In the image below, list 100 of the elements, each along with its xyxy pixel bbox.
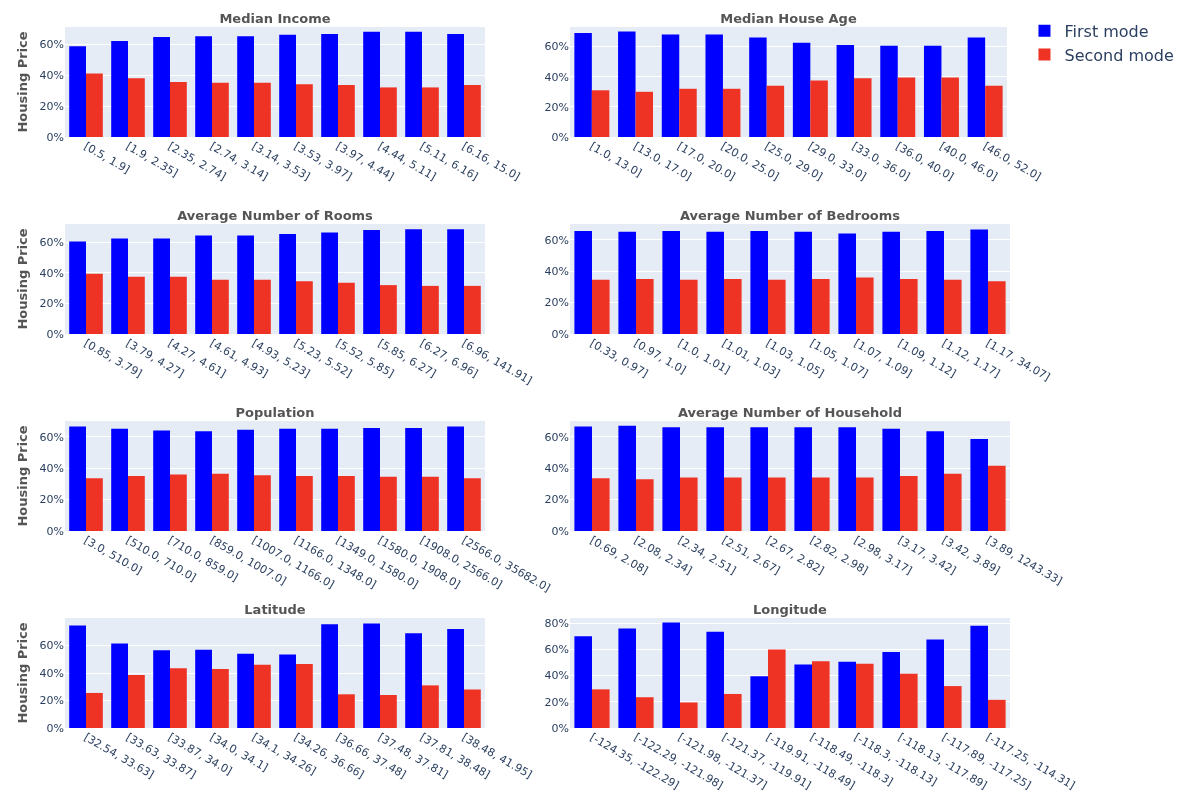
- bar: [794, 427, 812, 531]
- bar: [706, 231, 724, 334]
- y-tick-label: 20%: [544, 695, 569, 709]
- bar: [838, 427, 856, 531]
- legend-label: First mode: [1064, 21, 1149, 41]
- bar: [86, 478, 103, 531]
- bar: [838, 233, 856, 334]
- bar: [923, 45, 942, 137]
- bar: [338, 694, 355, 728]
- bar: [680, 477, 698, 531]
- bar: [279, 233, 296, 334]
- bar: [592, 279, 610, 334]
- y-tick-label: 40%: [39, 266, 64, 280]
- bar: [900, 673, 918, 728]
- bar: [464, 85, 481, 137]
- y-tick-label: 0%: [46, 327, 64, 341]
- y-tick-label: 40%: [544, 264, 569, 278]
- bar: [363, 230, 380, 334]
- bar: [128, 675, 145, 728]
- bar: [237, 235, 254, 334]
- bar: [422, 476, 439, 531]
- bar: [768, 279, 786, 334]
- bar: [86, 692, 103, 728]
- bar: [724, 693, 742, 728]
- bar: [838, 661, 856, 728]
- bar: [926, 639, 944, 728]
- y-tick-label: 40%: [544, 669, 569, 683]
- bar: [128, 78, 145, 137]
- bar: [574, 426, 592, 531]
- bar: [662, 231, 680, 334]
- bar: [279, 428, 296, 531]
- chart-title: Median Income: [219, 11, 331, 26]
- bar: [967, 37, 986, 137]
- bar: [170, 276, 187, 334]
- bar: [750, 427, 768, 531]
- bar: [363, 31, 380, 137]
- bar: [618, 425, 636, 531]
- bar: [944, 279, 962, 334]
- chart-title: Median House Age: [720, 11, 857, 26]
- bar: [724, 279, 742, 334]
- bar: [792, 42, 811, 137]
- y-tick-label: 60%: [39, 430, 64, 444]
- bar: [111, 643, 128, 728]
- y-tick-label: 20%: [39, 694, 64, 708]
- bar: [574, 33, 592, 137]
- bar: [722, 88, 741, 137]
- bar: [856, 277, 874, 334]
- bar: [380, 476, 397, 531]
- y-axis-title: Housing Price: [15, 31, 31, 133]
- bar: [447, 629, 464, 728]
- bar: [195, 431, 212, 531]
- bar: [880, 45, 898, 137]
- bar: [212, 279, 229, 334]
- y-tick-label: 40%: [544, 70, 569, 84]
- y-tick-label: 20%: [544, 493, 569, 507]
- bar: [170, 668, 187, 728]
- bar: [254, 82, 271, 137]
- bar: [856, 663, 874, 728]
- bar: [618, 231, 636, 334]
- bar: [882, 231, 900, 334]
- bar: [900, 476, 918, 531]
- legend-label: Second mode: [1064, 45, 1174, 65]
- bar: [338, 85, 355, 137]
- bar: [812, 477, 830, 531]
- bar: [900, 279, 918, 334]
- bar: [447, 33, 464, 137]
- bar: [170, 82, 187, 137]
- bar: [926, 231, 944, 334]
- bar: [195, 649, 212, 728]
- bar: [296, 84, 313, 137]
- bar: [988, 281, 1006, 334]
- bar: [944, 686, 962, 728]
- bar: [111, 428, 128, 531]
- bar: [86, 273, 103, 334]
- bar: [618, 31, 636, 137]
- y-tick-label: 60%: [544, 233, 569, 247]
- bar: [128, 276, 145, 334]
- bar: [321, 232, 338, 334]
- bar: [618, 628, 636, 728]
- y-tick-label: 80%: [544, 617, 569, 631]
- y-axis-title: Housing Price: [15, 228, 31, 330]
- bar: [447, 426, 464, 531]
- bar: [941, 77, 959, 137]
- bar: [296, 664, 313, 728]
- y-tick-label: 0%: [551, 130, 569, 144]
- bar: [170, 474, 187, 531]
- bar: [338, 476, 355, 531]
- bar: [680, 279, 698, 334]
- bar: [662, 427, 680, 531]
- bar: [988, 699, 1006, 728]
- bar: [970, 625, 988, 728]
- bar: [592, 478, 610, 531]
- bar: [279, 34, 296, 137]
- bar: [111, 238, 128, 334]
- bar: [69, 46, 86, 137]
- bar: [380, 285, 397, 334]
- bar: [635, 91, 654, 137]
- y-tick-label: 0%: [551, 524, 569, 538]
- bar: [794, 664, 812, 728]
- bar: [254, 279, 271, 334]
